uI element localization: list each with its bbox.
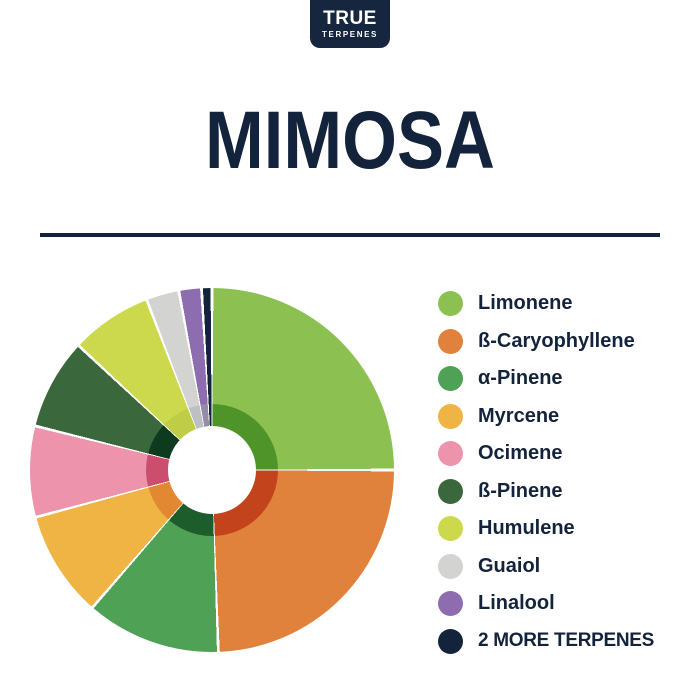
legend-item: ß-Pinene: [438, 473, 654, 511]
legend-item: Limonene: [438, 285, 654, 323]
legend-dot: [438, 516, 463, 542]
legend-dot: [438, 591, 463, 617]
legend-label: ß-Caryophyllene: [478, 329, 635, 352]
legend-item: ß-Caryophyllene: [438, 323, 654, 361]
legend-dot: [438, 628, 463, 654]
terpene-donut-chart: [30, 288, 394, 652]
brand-logo: TRUE TERPENES: [310, 0, 390, 48]
legend-dot: [438, 403, 463, 429]
legend-label: Linalool: [478, 592, 555, 615]
legend-item: Guaiol: [438, 548, 654, 586]
legend-label: Humulene: [478, 517, 575, 540]
legend-item: Ocimene: [438, 435, 654, 473]
legend: Limonene ß-Caryophyllene α-Pinene Myrcene Oc…: [438, 285, 654, 660]
divider-rule: [40, 233, 660, 237]
donut-hole: [168, 426, 256, 514]
legend-item: 2 MORE TERPENES: [438, 623, 654, 661]
legend-dot: [438, 478, 463, 504]
brand-logo-terpenes-wordmark: TERPENES: [322, 30, 378, 39]
legend-item: Myrcene: [438, 398, 654, 436]
legend-label: Guaiol: [478, 554, 541, 577]
legend-item: Humulene: [438, 510, 654, 548]
legend-item: α-Pinene: [438, 360, 654, 398]
brand-logo-true-wordmark: TRUE: [323, 8, 377, 29]
legend-dot: [438, 291, 463, 317]
legend-label: α-Pinene: [478, 367, 563, 390]
legend-label: Myrcene: [478, 404, 560, 427]
legend-dot: [438, 366, 463, 392]
legend-item: Linalool: [438, 585, 654, 623]
legend-label: Limonene: [478, 292, 573, 315]
legend-dot: [438, 441, 463, 467]
page-title: MIMOSA: [205, 95, 495, 186]
legend-label: ß-Pinene: [478, 479, 563, 502]
legend-label: Ocimene: [478, 442, 563, 465]
legend-dot: [438, 553, 463, 579]
legend-dot: [438, 328, 463, 354]
legend-label: 2 MORE TERPENES: [478, 630, 655, 652]
